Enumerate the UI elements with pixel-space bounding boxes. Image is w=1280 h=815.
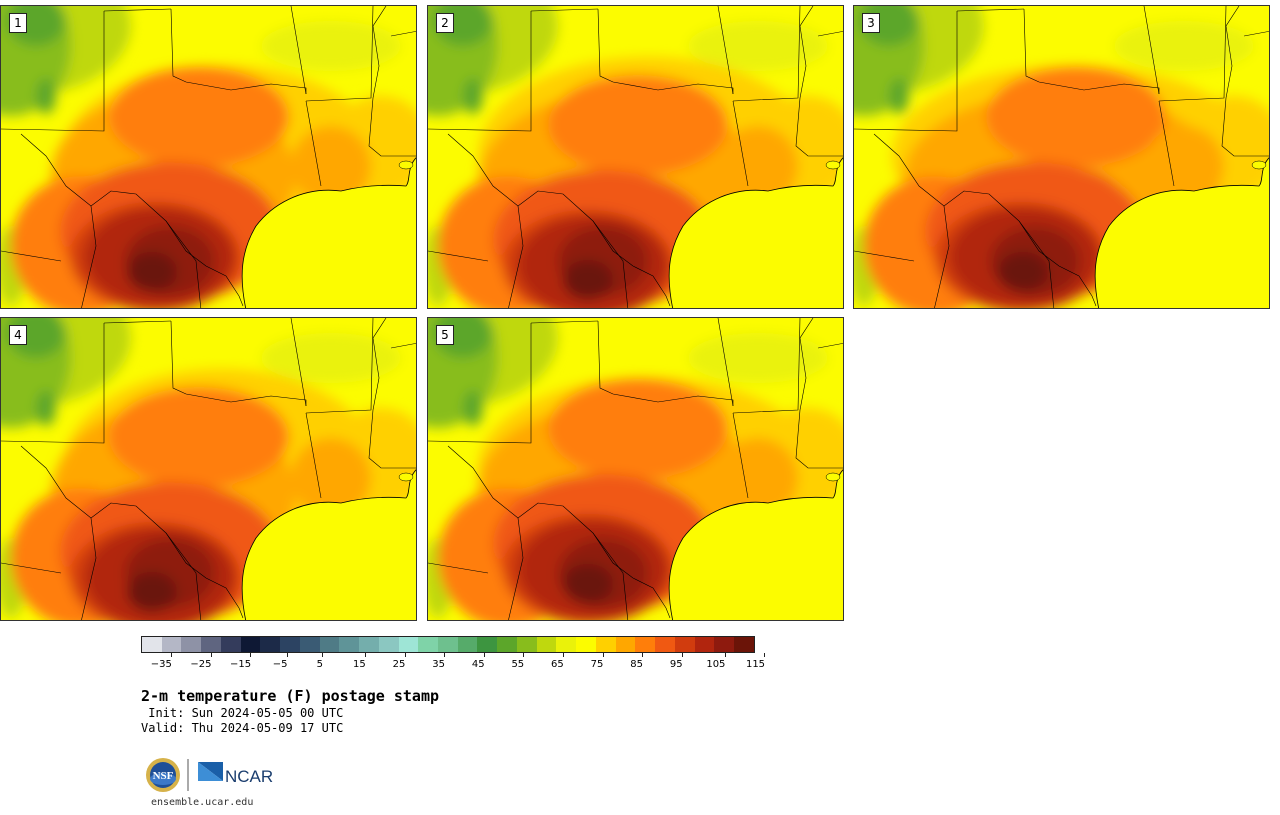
colorbar-swatch bbox=[359, 637, 379, 652]
colorbar-ticks: −35 −25 −15 −5 5 15 25 35 45 55 65 75 85 95 105 115 bbox=[141, 653, 766, 677]
colorbar-tick-label: 95 bbox=[669, 659, 683, 670]
colorbar-tick: 85 bbox=[630, 653, 649, 670]
temperature-map bbox=[428, 318, 843, 620]
site-url: ensemble.ucar.edu bbox=[151, 797, 254, 808]
stamp-panel-4[interactable]: 4 bbox=[0, 317, 417, 621]
colorbar-tick: 35 bbox=[432, 653, 451, 670]
stamp-panel-2[interactable]: 2 bbox=[427, 5, 844, 309]
colorbar-tick-label: 45 bbox=[471, 659, 485, 670]
colorbar-swatch bbox=[615, 637, 636, 652]
colorbar-tick: −15 bbox=[230, 653, 262, 670]
colorbar-swatch bbox=[497, 637, 517, 652]
colorbar-tick-label: 105 bbox=[706, 659, 726, 670]
colorbar-swatch bbox=[694, 637, 715, 652]
colorbar-tick-label: −5 bbox=[272, 659, 288, 670]
colorbar-swatch bbox=[161, 637, 182, 652]
colorbar-tick-label: 115 bbox=[745, 659, 766, 670]
colorbar-tick-label: 15 bbox=[352, 659, 366, 670]
valid-time: Valid: Thu 2024-05-09 17 UTC bbox=[141, 721, 344, 735]
colorbar-tick: 45 bbox=[472, 653, 491, 670]
colorbar-tick: −35 bbox=[151, 653, 183, 670]
colorbar-swatch bbox=[438, 637, 458, 652]
temperature-colorbar bbox=[141, 636, 755, 653]
stamp-number: 2 bbox=[436, 13, 454, 33]
colorbar-tick-label: 85 bbox=[630, 659, 644, 670]
nsf-logo-text: NSF bbox=[153, 770, 174, 782]
stamp-panel-3[interactable]: 3 bbox=[853, 5, 1270, 309]
colorbar-swatch bbox=[201, 637, 221, 652]
stamp-panel-5[interactable]: 5 bbox=[427, 317, 844, 621]
colorbar-swatch bbox=[516, 637, 537, 652]
colorbar-swatch bbox=[477, 637, 498, 652]
colorbar-swatch bbox=[655, 637, 675, 652]
colorbar-tick: 5 bbox=[316, 653, 326, 670]
colorbar-tick: 105 bbox=[706, 653, 735, 670]
colorbar-swatch bbox=[457, 637, 478, 652]
stamp-number: 5 bbox=[436, 325, 454, 345]
colorbar-swatch bbox=[319, 637, 340, 652]
colorbar-swatch bbox=[299, 637, 320, 652]
colorbar-tick: −25 bbox=[190, 653, 222, 670]
logos: NSF NCAR bbox=[143, 756, 273, 796]
colorbar-tick-label: 25 bbox=[392, 659, 406, 670]
colorbar-swatch bbox=[398, 637, 419, 652]
colorbar-swatch bbox=[714, 637, 735, 652]
ncar-logo: NCAR bbox=[198, 762, 273, 786]
colorbar-swatch bbox=[378, 637, 399, 652]
colorbar-tick: 55 bbox=[511, 653, 530, 670]
colorbar-tick-label: 5 bbox=[316, 659, 323, 670]
colorbar-swatch bbox=[280, 637, 300, 652]
colorbar-swatch bbox=[556, 637, 577, 652]
colorbar-swatch bbox=[418, 637, 439, 652]
colorbar-tick: 15 bbox=[353, 653, 372, 670]
colorbar-tick: 65 bbox=[551, 653, 570, 670]
colorbar-tick-label: −15 bbox=[229, 659, 252, 670]
colorbar-swatch bbox=[260, 637, 281, 652]
product-title: 2-m temperature (F) postage stamp bbox=[141, 687, 440, 705]
colorbar-swatch bbox=[674, 637, 695, 652]
colorbar-tick: 95 bbox=[670, 653, 689, 670]
colorbar-swatch bbox=[240, 637, 261, 652]
temperature-map bbox=[428, 6, 843, 308]
colorbar-swatch bbox=[181, 637, 202, 652]
ncar-logo-text: NCAR bbox=[225, 767, 273, 786]
colorbar-tick: −5 bbox=[273, 653, 295, 670]
init-time: Init: Sun 2024-05-05 00 UTC bbox=[141, 706, 344, 720]
colorbar-swatch bbox=[635, 637, 656, 652]
nsf-logo: NSF bbox=[146, 758, 180, 792]
temperature-map bbox=[1, 6, 416, 308]
temperature-map bbox=[1, 318, 416, 620]
stamp-number: 1 bbox=[9, 13, 27, 33]
colorbar-tick-label: 55 bbox=[511, 659, 525, 670]
colorbar-swatch bbox=[339, 637, 360, 652]
colorbar-tick: 115 bbox=[746, 653, 775, 670]
colorbar-tick-label: 35 bbox=[432, 659, 445, 670]
colorbar-swatch bbox=[220, 637, 241, 652]
stamp-number: 4 bbox=[9, 325, 27, 345]
colorbar-tick: 25 bbox=[393, 653, 411, 670]
colorbar-swatch bbox=[576, 637, 596, 652]
colorbar-swatch bbox=[595, 637, 616, 652]
colorbar-tick: 75 bbox=[591, 653, 610, 670]
stamp-panel-1[interactable]: 1 bbox=[0, 5, 417, 309]
colorbar-tick-label: −35 bbox=[150, 659, 172, 670]
colorbar-tick-label: 65 bbox=[551, 659, 564, 670]
colorbar-swatch bbox=[142, 637, 162, 652]
colorbar-swatch bbox=[734, 637, 754, 652]
colorbar-tick-label: 75 bbox=[590, 659, 604, 670]
colorbar-swatch bbox=[536, 637, 557, 652]
colorbar-tick-label: −25 bbox=[190, 659, 212, 670]
temperature-map bbox=[854, 6, 1269, 308]
stamp-number: 3 bbox=[862, 13, 880, 33]
